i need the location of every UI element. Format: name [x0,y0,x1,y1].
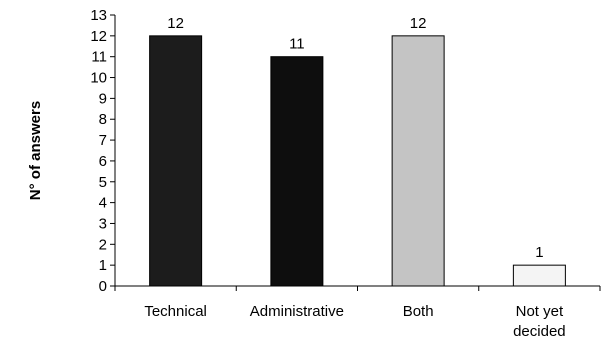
bar [270,56,324,287]
y-tick-label: 6 [99,153,107,170]
y-tick-label: 2 [99,236,107,253]
y-tick-label: 9 [99,90,107,107]
data-label: 12 [167,15,184,32]
bars [149,35,566,287]
bar [391,35,445,287]
y-tick-label: 3 [99,215,107,232]
x-tick-label-line: decided [513,323,566,340]
bar [149,35,203,287]
x-tick-labels: Technical Administrative Both Not yet decide… [144,303,565,340]
y-tick-label: 1 [99,257,107,274]
y-tick-label: 7 [99,132,107,149]
y-tick-label: 0 [99,278,107,295]
y-tick-label: 12 [90,28,107,45]
x-tick-label: Both [403,303,434,320]
x-tick-label-line: Both [403,303,434,320]
y-axis-label: N° of answers [27,101,44,200]
y-tick-label: 8 [99,111,107,128]
y-tick-label: 11 [91,49,107,66]
x-tick-label: Not yet decided [513,303,566,340]
data-label: 12 [410,15,427,32]
bar [512,264,566,287]
y-tick-label: 5 [99,174,107,191]
data-label: 1 [535,244,543,261]
x-tick-label-line: Technical [144,303,207,320]
x-axis [114,285,601,291]
x-tick-label-line: Administrative [250,303,344,320]
y-tick-label: 4 [99,195,107,212]
y-tick-label: 10 [90,70,107,87]
data-labels: 12 11 12 1 [167,15,543,261]
y-tick-label: 13 [90,7,107,24]
x-tick-label: Technical [144,303,207,320]
data-label: 11 [289,36,305,53]
x-tick-label: Administrative [250,303,344,320]
x-tick-label-line: Not yet [516,303,564,320]
